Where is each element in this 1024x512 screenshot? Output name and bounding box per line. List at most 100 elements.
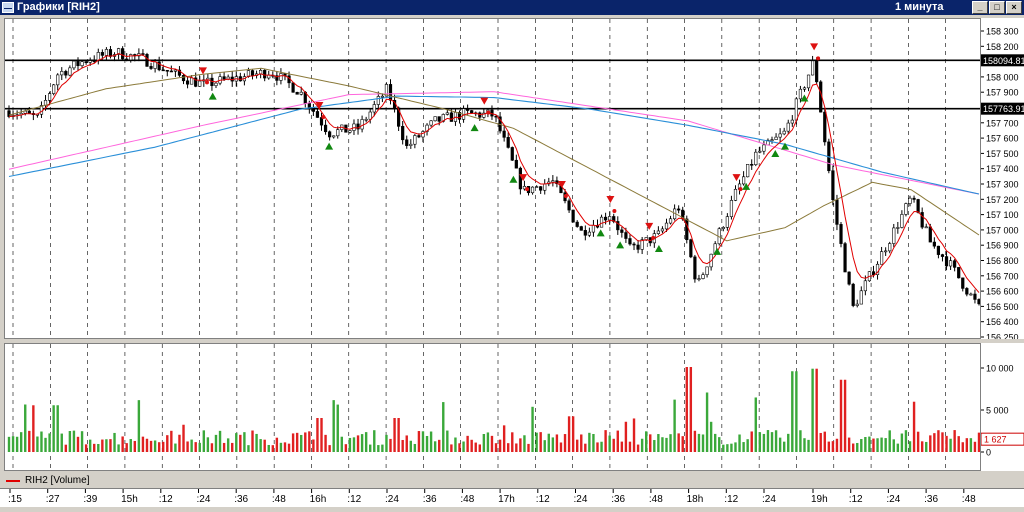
- time-tick-label: 17h: [498, 494, 515, 505]
- candle-body: [790, 119, 794, 124]
- volume-bar: [531, 406, 534, 452]
- volume-bar: [758, 432, 762, 452]
- volume-bar: [762, 433, 766, 452]
- candle-body: [774, 136, 778, 140]
- volume-bar: [957, 436, 960, 452]
- candle-body: [705, 266, 709, 276]
- minimize-button[interactable]: _: [972, 1, 988, 14]
- volume-bar: [385, 434, 388, 452]
- time-tick-label: 18h: [687, 494, 704, 505]
- candle-body: [421, 131, 425, 138]
- volume-bar: [72, 430, 76, 452]
- candle-body: [916, 199, 920, 213]
- volume-bar: [884, 438, 887, 452]
- candle-body: [506, 137, 510, 148]
- candle-body: [194, 77, 198, 87]
- volume-bar: [628, 441, 632, 452]
- volume-bar: [328, 445, 331, 452]
- volume-bar: [563, 434, 567, 452]
- price-level-tag: [981, 54, 1024, 67]
- price-level-tag-label: 157763.91: [983, 104, 1024, 114]
- candle-body: [786, 122, 790, 132]
- volume-bar: [482, 433, 486, 452]
- candle-body: [555, 180, 559, 185]
- candle-body: [932, 241, 936, 247]
- volume-bar: [279, 442, 283, 452]
- volume-bar: [880, 437, 883, 452]
- volume-bar: [474, 442, 477, 452]
- price-chart[interactable]: [5, 19, 980, 338]
- candle-body: [912, 197, 916, 200]
- time-tick-label: 15h: [121, 494, 138, 505]
- candle-body: [388, 84, 393, 101]
- price-chart-pane[interactable]: [4, 18, 981, 339]
- volume-bar: [259, 439, 262, 452]
- volume-bar: [965, 438, 969, 452]
- volume-bar: [933, 433, 936, 452]
- volume-bar: [109, 439, 112, 452]
- volume-bar: [141, 436, 145, 452]
- signal-dot: [651, 235, 656, 240]
- candle-body: [279, 73, 283, 81]
- volume-bar: [604, 430, 607, 452]
- price-tick-label: 156 400: [986, 317, 1019, 327]
- volume-bar: [93, 443, 96, 452]
- candle-body: [84, 61, 88, 63]
- volume-bar: [40, 431, 43, 452]
- price-tick-label: 157 000: [986, 225, 1019, 235]
- candle-body: [457, 112, 462, 120]
- candle-body: [729, 200, 734, 217]
- candle-body: [291, 82, 295, 93]
- candle-body: [405, 139, 409, 146]
- candle-body: [567, 200, 571, 211]
- volume-bar: [121, 436, 124, 452]
- candle-body: [660, 228, 665, 232]
- candle-body: [936, 245, 941, 255]
- volume-bar: [685, 367, 688, 452]
- candle-body: [539, 186, 543, 191]
- volume-bar: [397, 418, 400, 452]
- volume-chart[interactable]: [5, 344, 980, 470]
- volume-bar: [847, 437, 851, 452]
- volume-bar: [405, 435, 408, 452]
- candle-body: [693, 256, 697, 280]
- volume-bar: [835, 438, 839, 452]
- volume-bar: [344, 444, 348, 452]
- candle-body: [697, 278, 701, 280]
- volume-bar: [823, 431, 826, 452]
- volume-bar: [657, 434, 660, 452]
- volume-bar: [332, 400, 335, 452]
- volume-bar: [84, 444, 88, 452]
- time-tick-label: :12: [347, 494, 361, 505]
- candle-body: [535, 186, 539, 188]
- volume-bar: [929, 435, 932, 452]
- volume-bar: [235, 433, 238, 452]
- candle-body: [604, 216, 608, 221]
- candle-body: [725, 216, 729, 228]
- volume-bar: [190, 439, 193, 452]
- volume-bar: [312, 439, 315, 452]
- candle-body: [823, 111, 827, 143]
- candle-body: [263, 69, 267, 79]
- volume-bar: [507, 443, 510, 452]
- volume-bar: [864, 437, 867, 452]
- price-level-tag-label: 158094.81: [983, 56, 1024, 66]
- volume-bar: [709, 421, 713, 452]
- volume-bar: [856, 442, 859, 452]
- volume-bar: [535, 432, 538, 452]
- volume-bar: [673, 399, 676, 452]
- volume-bar: [584, 443, 587, 452]
- volume-last-value: 1 627: [984, 435, 1007, 445]
- price-tick-label: 158 200: [986, 42, 1019, 52]
- volume-bar: [267, 444, 270, 452]
- signal-dot: [205, 80, 209, 85]
- candle-body: [478, 112, 482, 118]
- volume-bar: [214, 434, 218, 452]
- volume-bar: [746, 439, 749, 452]
- volume-bar: [896, 443, 900, 452]
- close-button[interactable]: ×: [1006, 1, 1022, 14]
- interval-label[interactable]: 1 минута: [895, 1, 944, 13]
- maximize-button[interactable]: □: [989, 1, 1005, 14]
- volume-chart-pane[interactable]: [4, 343, 981, 471]
- candle-body: [125, 58, 129, 61]
